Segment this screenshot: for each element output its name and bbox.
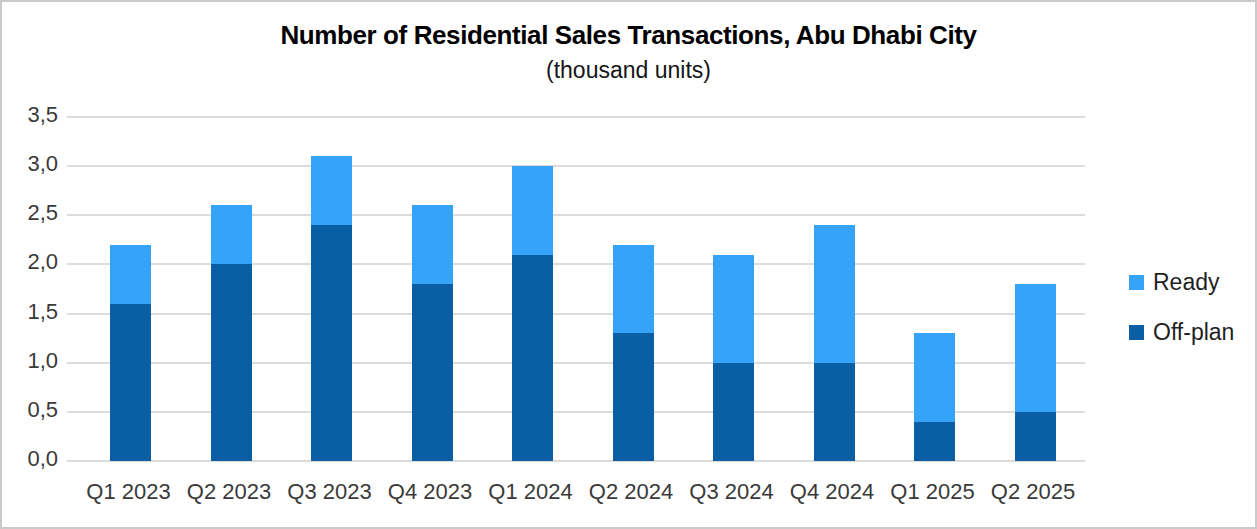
legend-label-ready: Ready <box>1153 269 1219 296</box>
bar-segment-offplan-q3-2024 <box>713 363 754 461</box>
x-tick-label-q2-2024: Q2 2024 <box>580 479 682 505</box>
x-tick-label-q1-2023: Q1 2023 <box>78 479 180 505</box>
x-tick-label-q1-2025: Q1 2025 <box>882 479 984 505</box>
y-tick-label-2,0: 2,0 <box>2 250 58 274</box>
y-tick-label-3,5: 3,5 <box>2 103 58 127</box>
x-tick-label-q3-2023: Q3 2023 <box>279 479 381 505</box>
x-tick-label-q2-2025: Q2 2025 <box>982 479 1084 505</box>
y-tick-label-1,5: 1,5 <box>2 300 58 324</box>
x-tick-label-q4-2023: Q4 2023 <box>379 479 481 505</box>
bar-segment-ready-q4-2024 <box>814 225 855 363</box>
plot-area <box>67 117 1085 461</box>
bar-segment-ready-q2-2023 <box>211 205 252 264</box>
bar-segment-ready-q1-2024 <box>512 166 553 254</box>
gridline-3,0 <box>67 165 1085 167</box>
bar-segment-ready-q2-2024 <box>613 245 654 333</box>
x-tick-label-q3-2024: Q3 2024 <box>681 479 783 505</box>
legend-swatch-offplan <box>1129 325 1144 340</box>
bar-segment-offplan-q2-2025 <box>1015 412 1056 461</box>
bar-segment-offplan-q1-2024 <box>512 255 553 461</box>
y-tick-label-2,5: 2,5 <box>2 201 58 225</box>
bar-segment-offplan-q4-2023 <box>412 284 453 461</box>
legend-swatch-ready <box>1129 275 1144 290</box>
gridline-3,5 <box>67 116 1085 118</box>
x-tick-label-q2-2023: Q2 2023 <box>178 479 280 505</box>
y-tick-label-1,0: 1,0 <box>2 349 58 373</box>
legend-item-offplan: Off-plan <box>1129 318 1234 346</box>
y-tick-label-0,0: 0,0 <box>2 447 58 471</box>
legend-label-offplan: Off-plan <box>1153 319 1234 346</box>
legend-item-ready: Ready <box>1129 268 1234 296</box>
bar-segment-ready-q1-2023 <box>110 245 151 304</box>
legend: Ready Off-plan <box>1129 268 1234 346</box>
y-tick-label-3,0: 3,0 <box>2 152 58 176</box>
bar-segment-offplan-q1-2025 <box>914 422 955 461</box>
x-tick-label-q1-2024: Q1 2024 <box>480 479 582 505</box>
bar-segment-ready-q3-2024 <box>713 255 754 363</box>
x-tick-label-q4-2024: Q4 2024 <box>781 479 883 505</box>
bar-segment-ready-q4-2023 <box>412 205 453 284</box>
bar-segment-offplan-q4-2024 <box>814 363 855 461</box>
bar-segment-offplan-q3-2023 <box>311 225 352 461</box>
chart-frame: Number of Residential Sales Transactions… <box>0 0 1257 529</box>
chart-title: Number of Residential Sales Transactions… <box>2 20 1255 51</box>
bar-segment-offplan-q2-2024 <box>613 333 654 461</box>
chart-subtitle: (thousand units) <box>2 57 1255 84</box>
bar-segment-ready-q3-2023 <box>311 156 352 225</box>
bar-segment-ready-q1-2025 <box>914 333 955 421</box>
y-tick-label-0,5: 0,5 <box>2 398 58 422</box>
bar-segment-ready-q2-2025 <box>1015 284 1056 412</box>
bar-segment-offplan-q2-2023 <box>211 264 252 461</box>
bar-segment-offplan-q1-2023 <box>110 304 151 461</box>
